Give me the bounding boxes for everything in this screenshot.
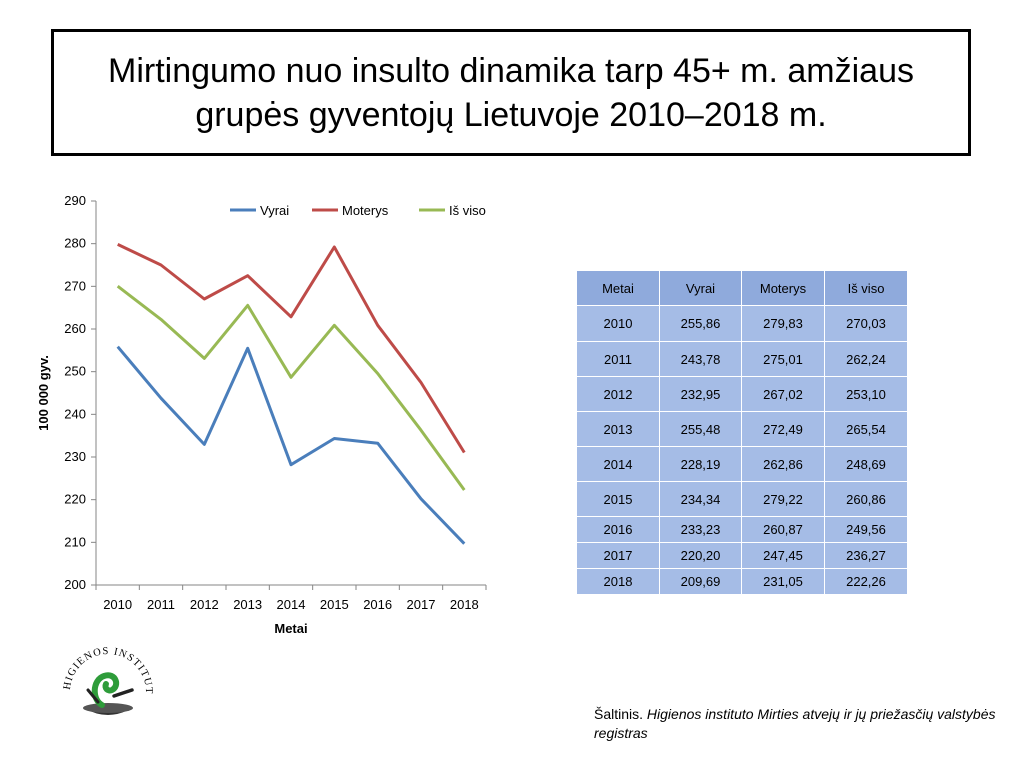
table-cell-value: 243,78: [660, 342, 742, 377]
table-cell-value: 236,27: [825, 543, 908, 569]
table-cell-year: 2013: [577, 412, 660, 447]
table-cell-value: 262,24: [825, 342, 908, 377]
table-cell-value: 234,34: [660, 482, 742, 517]
series-line-iš-viso: [116, 285, 466, 491]
table-cell-value: 233,23: [660, 517, 742, 543]
data-table: Metai Vyrai Moterys Iš viso 2010 255,86 27…: [577, 271, 908, 595]
table-row: 2010 255,86 279,83 270,03: [577, 306, 908, 342]
y-tick-label: 260: [64, 321, 86, 336]
table-cell-value: 248,69: [825, 447, 908, 482]
x-tick-label: 2016: [363, 597, 392, 612]
table-row: 2017 220,20 247,45 236,27: [577, 543, 908, 569]
source-prefix: Šaltinis.: [594, 706, 647, 722]
x-tick-label: 2010: [103, 597, 132, 612]
table-cell-value: 265,54: [825, 412, 908, 447]
table-header: Moterys: [742, 271, 825, 306]
y-tick-label: 230: [64, 449, 86, 464]
table-row: 2012 232,95 267,02 253,10: [577, 377, 908, 412]
table-cell-value: 270,03: [825, 306, 908, 342]
series-line-vyrai: [116, 345, 466, 545]
x-tick-label: 2018: [450, 597, 479, 612]
table-cell-value: 260,86: [825, 482, 908, 517]
legend-label: Vyrai: [260, 203, 289, 218]
y-tick-label: 270: [64, 278, 86, 293]
table-cell-year: 2014: [577, 447, 660, 482]
title-box: Mirtingumo nuo insulto dinamika tarp 45+…: [51, 29, 971, 156]
table-cell-year: 2012: [577, 377, 660, 412]
table-cell-year: 2015: [577, 482, 660, 517]
x-tick-label: 2011: [147, 597, 175, 612]
table-cell-value: 255,86: [660, 306, 742, 342]
table-header: Metai: [577, 271, 660, 306]
table-cell-value: 209,69: [660, 569, 742, 595]
table-cell-value: 275,01: [742, 342, 825, 377]
table-row: 2015 234,34 279,22 260,86: [577, 482, 908, 517]
table-cell-value: 228,19: [660, 447, 742, 482]
table-row: 2014 228,19 262,86 248,69: [577, 447, 908, 482]
source-italic: Higienos instituto Mirties atvejų ir jų …: [594, 706, 996, 741]
table-row: 2016 233,23 260,87 249,56: [577, 517, 908, 543]
x-axis-label: Metai: [274, 621, 307, 636]
table-cell-value: 249,56: [825, 517, 908, 543]
table-row: 2018 209,69 231,05 222,26: [577, 569, 908, 595]
table-cell-value: 232,95: [660, 377, 742, 412]
institute-logo: HIGIENOS INSTITUTAS: [58, 630, 153, 715]
table-cell-value: 253,10: [825, 377, 908, 412]
y-tick-label: 210: [64, 534, 86, 549]
table-cell-value: 279,83: [742, 306, 825, 342]
y-tick-label: 220: [64, 492, 86, 507]
y-tick-label: 250: [64, 364, 86, 379]
y-axis-label: 100 000 gyv.: [36, 355, 51, 431]
table-header-row: Metai Vyrai Moterys Iš viso: [577, 271, 908, 306]
table-cell-value: 231,05: [742, 569, 825, 595]
table-cell-value: 279,22: [742, 482, 825, 517]
table-cell-year: 2011: [577, 342, 660, 377]
table-cell-value: 222,26: [825, 569, 908, 595]
table-header: Vyrai: [660, 271, 742, 306]
table-header: Iš viso: [825, 271, 908, 306]
table-row: 2013 255,48 272,49 265,54: [577, 412, 908, 447]
table-cell-value: 260,87: [742, 517, 825, 543]
table-cell-year: 2010: [577, 306, 660, 342]
legend-label: Iš viso: [449, 203, 486, 218]
x-tick-label: 2017: [407, 597, 436, 612]
table-cell-value: 272,49: [742, 412, 825, 447]
line-chart: 200 210 220 230 240 250 260 270 280 290 2010 2011 20…: [36, 193, 487, 636]
x-tick-label: 2013: [233, 597, 262, 612]
table-cell-year: 2016: [577, 517, 660, 543]
table-cell-value: 262,86: [742, 447, 825, 482]
table-cell-value: 267,02: [742, 377, 825, 412]
x-tick-label: 2012: [190, 597, 219, 612]
table-cell-value: 220,20: [660, 543, 742, 569]
x-tick-label: 2015: [320, 597, 349, 612]
table-row: 2011 243,78 275,01 262,24: [577, 342, 908, 377]
table-cell-value: 255,48: [660, 412, 742, 447]
y-tick-label: 200: [64, 577, 86, 592]
table-cell-value: 247,45: [742, 543, 825, 569]
y-tick-label: 280: [64, 236, 86, 251]
series-line-moterys: [117, 243, 466, 454]
y-tick-label: 290: [64, 193, 86, 208]
table-cell-year: 2017: [577, 543, 660, 569]
x-tick-label: 2014: [277, 597, 306, 612]
table-cell-year: 2018: [577, 569, 660, 595]
page-title: Mirtingumo nuo insulto dinamika tarp 45+…: [108, 51, 914, 134]
legend-label: Moterys: [342, 203, 389, 218]
y-tick-label: 240: [64, 406, 86, 421]
source-note: Šaltinis. Higienos instituto Mirties atv…: [594, 705, 1014, 743]
